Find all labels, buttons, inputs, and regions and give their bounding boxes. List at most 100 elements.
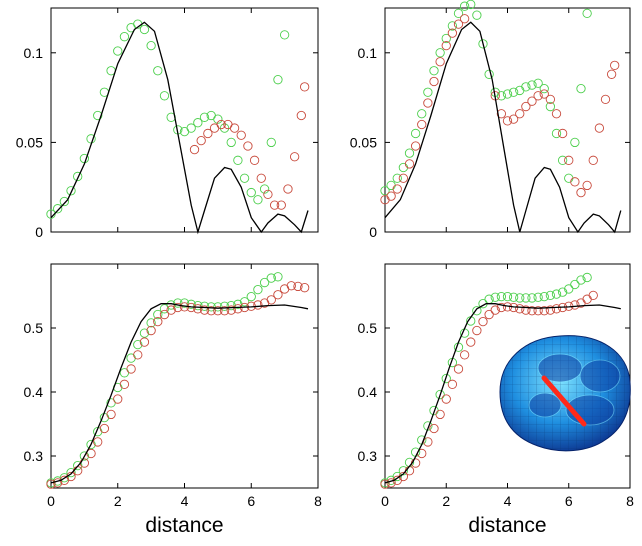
red-marker: [86, 448, 96, 459]
green-marker: [259, 277, 270, 288]
green-marker: [380, 186, 390, 196]
model-curve: [384, 21, 622, 234]
red-marker: [545, 94, 556, 105]
x-tick-label: 6: [565, 493, 573, 509]
red-marker: [46, 479, 56, 489]
model-curve: [50, 303, 309, 484]
green-marker: [521, 82, 531, 92]
green-marker: [226, 137, 236, 148]
green-marker: [259, 184, 270, 194]
green-marker: [186, 123, 196, 133]
x-tick-label: 2: [442, 493, 450, 509]
green-marker: [159, 91, 170, 101]
red-marker: [216, 119, 226, 130]
red-marker: [570, 177, 580, 187]
y-tick-label: 0.05: [350, 134, 377, 150]
red-marker: [551, 109, 562, 119]
green-marker: [576, 83, 586, 94]
x-axis-label: distance: [145, 514, 223, 537]
green-marker: [59, 473, 69, 483]
green-marker: [86, 439, 96, 450]
red-marker: [521, 101, 531, 112]
green-marker: [153, 66, 163, 76]
green-marker: [153, 309, 163, 320]
red-marker: [289, 152, 300, 162]
red-marker: [417, 119, 427, 130]
red-marker: [453, 19, 464, 29]
red-marker: [521, 305, 531, 315]
green-marker: [484, 294, 494, 304]
red-marker: [453, 364, 464, 374]
y-tick-label: 0.5: [24, 320, 44, 336]
red-marker: [564, 155, 574, 165]
red-marker: [496, 109, 507, 119]
green-marker: [113, 46, 123, 56]
red-marker: [466, 337, 476, 347]
x-tick-label: 2: [114, 493, 122, 509]
red-marker: [515, 109, 525, 119]
red-marker: [459, 350, 470, 360]
red-marker: [249, 155, 260, 165]
red-marker: [515, 304, 525, 314]
green-marker: [410, 128, 421, 139]
green-marker: [53, 204, 63, 214]
green-marker: [521, 293, 531, 303]
red-rod-icon: [541, 375, 587, 427]
red-marker: [576, 187, 586, 198]
green-marker: [253, 195, 263, 205]
red-marker: [435, 57, 445, 67]
green-marker: [515, 85, 525, 96]
green-marker: [219, 123, 230, 133]
green-marker: [193, 300, 203, 311]
green-marker: [508, 87, 519, 97]
red-marker: [484, 309, 494, 320]
red-marker: [203, 128, 213, 139]
green-marker: [73, 460, 83, 471]
red-marker: [600, 94, 611, 105]
green-marker: [146, 318, 156, 328]
green-marker: [398, 466, 409, 476]
red-marker: [533, 306, 543, 316]
chart-panel-3: 0.3 0.4 0.5 0 2 4 6 8 distance: [24, 263, 322, 537]
green-marker: [564, 173, 574, 183]
red-marker: [296, 110, 306, 121]
red-marker: [253, 300, 263, 310]
green-marker: [246, 187, 256, 198]
chart-panel-2: 0 0.05 0.1: [350, 0, 631, 240]
red-marker: [398, 173, 409, 183]
green-marker: [66, 186, 76, 196]
green-marker: [73, 171, 83, 182]
red-marker: [610, 60, 620, 70]
y-tick-label: 0.3: [24, 448, 44, 464]
green-marker: [392, 173, 402, 183]
red-marker: [256, 173, 266, 183]
red-marker: [233, 304, 243, 314]
y-tick-label: 0.3: [358, 448, 378, 464]
y-tick-label: 0.1: [358, 45, 378, 61]
red-marker: [447, 379, 458, 389]
red-marker: [551, 304, 562, 314]
green-marker: [496, 291, 507, 302]
red-marker: [423, 437, 433, 447]
x-tick-label: 4: [504, 493, 512, 509]
y-tick-label: 0.05: [16, 134, 43, 150]
red-marker: [478, 316, 488, 327]
y-tick-label: 0.4: [358, 384, 378, 400]
x-tick-label: 4: [181, 493, 189, 509]
green-marker: [233, 155, 243, 165]
red-marker: [133, 350, 143, 360]
red-marker: [588, 290, 598, 301]
red-marker: [582, 180, 592, 191]
red-marker: [229, 123, 240, 133]
x-tick-label: 8: [626, 493, 634, 509]
y-tick-label: 0: [369, 224, 377, 240]
green-marker: [557, 287, 568, 297]
green-marker: [539, 291, 549, 302]
red-marker: [423, 98, 433, 108]
red-marker: [199, 305, 210, 315]
green-marker: [199, 301, 210, 311]
red-marker: [173, 302, 183, 313]
green-marker: [279, 30, 290, 40]
green-marker: [533, 78, 543, 88]
green-marker: [246, 291, 256, 302]
